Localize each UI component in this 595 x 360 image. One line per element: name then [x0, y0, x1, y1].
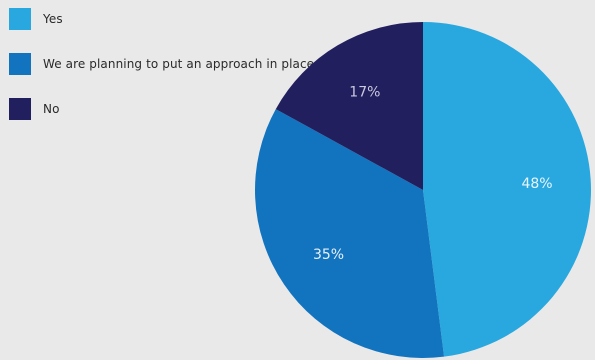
- legend-swatch-yes: [9, 8, 31, 30]
- legend-label-planning: We are planning to put an approach in pl…: [43, 57, 315, 71]
- legend-item-yes: Yes: [9, 8, 314, 30]
- legend: Yes We are planning to put an approach i…: [9, 8, 314, 143]
- legend-label-no: No: [43, 102, 60, 116]
- legend-swatch-no: [9, 98, 31, 120]
- legend-item-planning: We are planning to put an approach in pl…: [9, 53, 314, 75]
- pie-label-planning: 35%: [313, 247, 344, 263]
- pie-label-no: 17%: [349, 85, 380, 101]
- legend-label-yes: Yes: [43, 12, 63, 26]
- pie-label-yes: 48%: [521, 176, 552, 192]
- pie-slice-no: [275, 22, 423, 190]
- legend-swatch-planning: [9, 53, 31, 75]
- pie-slice-planning: [255, 109, 445, 358]
- legend-item-no: No: [9, 98, 314, 120]
- pie-slice-yes: [423, 22, 592, 357]
